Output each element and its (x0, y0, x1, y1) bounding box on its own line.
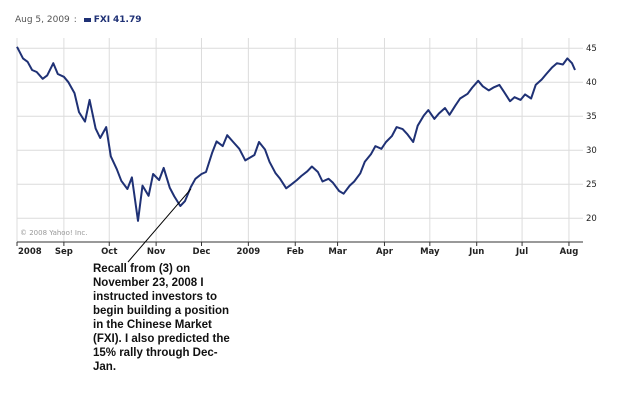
annotation-text: Recall from (3) on November 23, 2008 I i… (93, 263, 230, 373)
y-tick-label: 45 (586, 44, 597, 54)
series-line-fxi (16, 46, 576, 222)
x-tick-label: Dec (193, 247, 211, 257)
x-tick-label: Jul (515, 247, 528, 257)
x-tick-label: Aug (560, 247, 579, 257)
annotation-pointer-line (127, 188, 192, 263)
y-tick-label: 25 (586, 180, 597, 190)
x-axis-tick-labels: 2008 Sep Oct Nov Dec 2009 Feb Mar Apr May Jun Jul Au… (18, 247, 578, 257)
x-tick-label: Nov (147, 247, 166, 257)
x-tick-label: 2008 (18, 247, 42, 257)
x-tick-label: May (420, 247, 440, 257)
x-tick-label: Sep (55, 247, 73, 257)
copyright-notice: © 2008 Yahoo! Inc. (20, 229, 88, 237)
chart-header: Aug 5, 2009: FXI 41.79 (15, 15, 142, 25)
y-tick-label: 40 (586, 78, 597, 88)
legend-swatch-fxi (83, 17, 91, 22)
y-tick-label: 35 (586, 112, 597, 122)
x-tick-label: Feb (287, 247, 304, 257)
y-tick-label: 30 (586, 146, 597, 156)
x-tick-label: Jun (468, 247, 484, 257)
y-axis-tick-labels: 45 40 35 30 25 20 (586, 44, 597, 224)
x-tick-label: Apr (376, 247, 394, 257)
x-tick-label: Oct (101, 247, 117, 257)
header-separator: : (73, 15, 77, 25)
series-fxi (16, 46, 576, 222)
axes (16, 241, 583, 246)
header-date: Aug 5, 2009 (15, 15, 70, 25)
x-tick-label: 2009 (237, 247, 261, 257)
y-tick-label: 20 (586, 214, 597, 224)
header-last-value: 41.79 (113, 15, 142, 25)
grid-lines (16, 38, 583, 242)
legend-label-fxi: FXI (93, 15, 111, 25)
x-tick-label: Mar (328, 247, 347, 257)
